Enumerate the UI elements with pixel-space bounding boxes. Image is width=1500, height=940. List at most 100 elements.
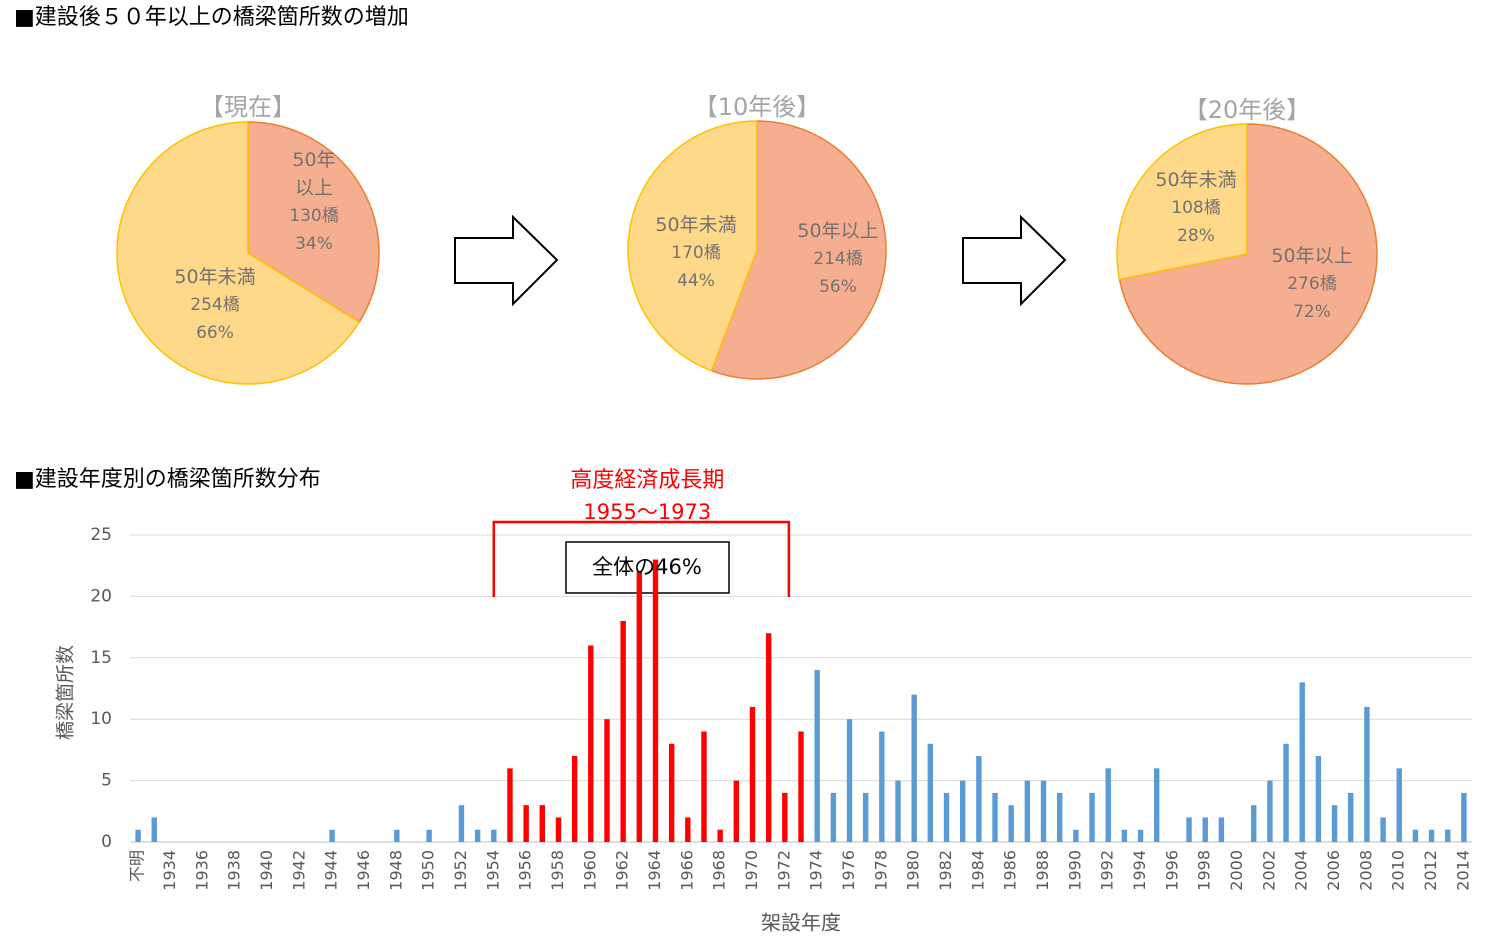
x-tick-label: 1940	[257, 850, 276, 891]
bar	[329, 829, 335, 842]
arrow	[962, 214, 1067, 307]
bar	[1154, 768, 1160, 842]
pie-title: 【現在】	[200, 93, 296, 121]
slice-percent: 44%	[677, 271, 715, 291]
slice-name: 50年以上	[797, 220, 879, 242]
y-axis-label: 橋梁箇所数	[55, 645, 77, 740]
x-tick-label: 1954	[483, 850, 502, 891]
bar	[1331, 805, 1338, 842]
x-tick-label: 2004	[1292, 850, 1311, 891]
x-tick-label: 1990	[1065, 850, 1084, 891]
bar	[1251, 805, 1257, 842]
bar	[1412, 829, 1419, 842]
x-tick-label: 1982	[936, 850, 955, 891]
bar	[1186, 817, 1192, 842]
slice-percent: 66%	[196, 323, 234, 343]
bar	[604, 719, 610, 842]
slice-label: 50年未満 254橋 66%	[150, 263, 280, 347]
x-tick-label: 2006	[1324, 850, 1343, 891]
slice-value-label: 214橋	[813, 249, 863, 269]
pie-slice	[1116, 123, 1248, 281]
bar	[911, 694, 917, 842]
slice-percent: 72%	[1293, 302, 1331, 322]
x-tick-label: 1976	[839, 850, 858, 891]
x-tick-label: 1988	[1033, 850, 1052, 891]
bar	[733, 780, 740, 842]
slice-label: 50年未満 170橋 44%	[631, 211, 761, 295]
x-tick-label: 1974	[807, 850, 826, 891]
x-tick-label: 1972	[774, 850, 793, 891]
bar	[879, 731, 885, 842]
bar	[1396, 768, 1402, 842]
bar	[491, 829, 497, 842]
slice-label: 50年未満 108橋 28%	[1131, 166, 1261, 250]
x-tick-label: 1970	[742, 850, 761, 891]
bar	[1380, 817, 1386, 842]
x-tick-label: 1950	[419, 850, 438, 891]
bar	[1461, 792, 1467, 842]
pie-slice	[710, 120, 887, 380]
bracket	[492, 520, 791, 597]
slice-name: 50年未満	[655, 214, 737, 236]
bar	[1428, 829, 1435, 842]
slice-percent: 34%	[295, 234, 333, 254]
bar	[782, 792, 788, 842]
bar	[814, 670, 820, 842]
x-tick-label: 1998	[1195, 850, 1214, 891]
slice-value-label: 130橋	[289, 206, 339, 226]
bar	[668, 743, 675, 842]
x-axis-label: 架設年度	[761, 911, 841, 935]
bar	[1089, 792, 1095, 842]
bar	[895, 780, 901, 842]
bar	[1040, 780, 1047, 842]
x-tick-label: 1938	[225, 850, 244, 891]
bar	[1202, 817, 1208, 842]
bar	[1024, 780, 1031, 842]
bar	[394, 829, 400, 842]
annotation: 1955～1973	[583, 500, 711, 524]
slice-percent: 56%	[819, 277, 857, 297]
bar	[636, 571, 643, 842]
pie-slice	[116, 121, 361, 385]
pie-slice	[247, 121, 380, 324]
annotation-box	[565, 541, 730, 594]
bar	[830, 792, 837, 842]
bar	[1267, 780, 1273, 842]
slice-percent: 28%	[1177, 226, 1215, 246]
x-tick-label: 1992	[1098, 850, 1117, 891]
bar	[1445, 829, 1451, 842]
bar	[1348, 792, 1354, 842]
bar	[458, 805, 465, 842]
slice-name: 50年以上	[292, 149, 336, 199]
bar	[798, 731, 804, 842]
slice-name: 50年未満	[1155, 169, 1237, 191]
bar	[555, 817, 562, 842]
y-tick-label: 10	[90, 709, 112, 729]
bar	[135, 829, 141, 842]
x-tick-label: 1946	[354, 850, 373, 891]
bar	[1073, 829, 1079, 842]
x-tick-label: 1966	[677, 850, 696, 891]
bar	[862, 792, 869, 842]
y-tick-label: 20	[90, 586, 112, 606]
bar	[1299, 682, 1305, 842]
bar	[1008, 805, 1014, 842]
x-tick-label: 1996	[1162, 850, 1181, 891]
slice-label: 50年以上 276橋 72%	[1247, 242, 1377, 326]
bar	[701, 731, 707, 842]
bar	[1121, 829, 1128, 842]
bar	[588, 645, 594, 842]
page-title: ■建設後５０年以上の橋梁箇所数の増加	[14, 5, 409, 30]
bar	[507, 768, 513, 842]
bar	[1218, 817, 1225, 842]
bar	[426, 829, 432, 842]
x-tick-label: 1956	[516, 850, 535, 891]
slice-value-label: 170橋	[671, 243, 721, 263]
annotation: 高度経済成長期	[570, 468, 724, 493]
x-tick-label: 1986	[1001, 850, 1020, 891]
x-tick-label: 1952	[451, 850, 470, 891]
x-tick-label: 2002	[1259, 850, 1278, 891]
x-tick-label: 2010	[1389, 850, 1408, 891]
